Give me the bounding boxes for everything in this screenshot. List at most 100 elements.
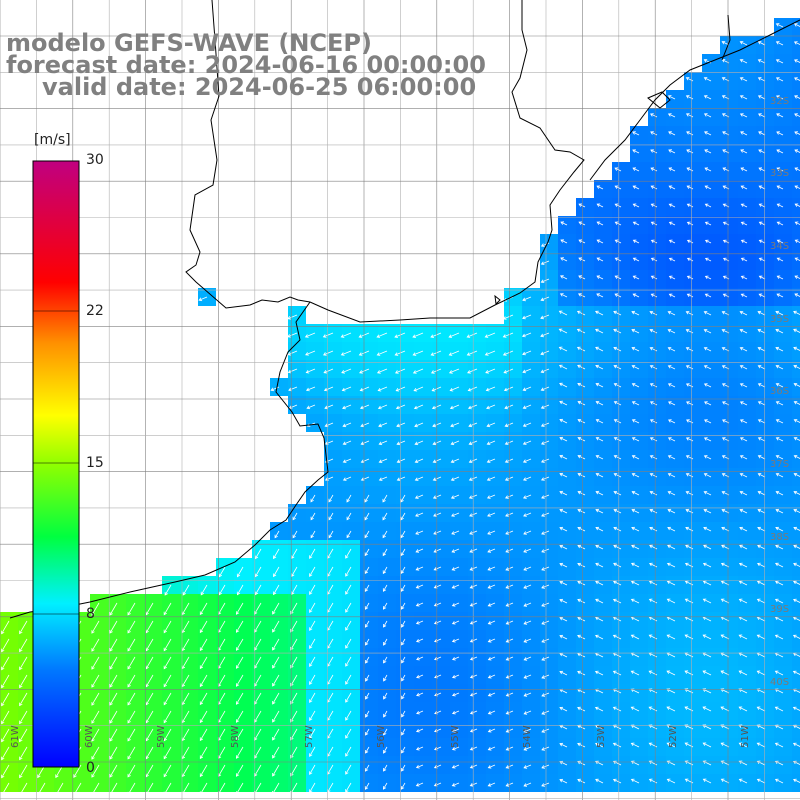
wind-arrow xyxy=(776,41,784,46)
wind-arrow xyxy=(632,365,640,370)
wind-arrow-head xyxy=(416,692,420,697)
wind-arrow xyxy=(345,584,352,595)
wind-arrow-head xyxy=(757,41,762,45)
wind-arrow-head xyxy=(596,185,601,189)
wind-arrow-head xyxy=(487,639,492,643)
wind-arrow xyxy=(668,437,676,442)
wind-arrow-head xyxy=(270,387,275,392)
wind-arrow-head xyxy=(236,573,241,578)
wind-arrow-head xyxy=(487,513,491,517)
wind-arrow-head xyxy=(199,755,204,760)
wind-arrow-head xyxy=(596,275,601,279)
wind-arrow-head xyxy=(236,591,241,596)
lat-label: 32S xyxy=(770,96,790,107)
wind-arrow xyxy=(540,296,550,301)
wind-arrow xyxy=(668,419,676,424)
wind-arrow xyxy=(397,458,406,463)
wind-arrow xyxy=(127,692,136,706)
wind-arrow xyxy=(416,584,424,589)
wind-arrow xyxy=(741,275,748,280)
wind-arrow-head xyxy=(287,352,292,356)
wind-arrow xyxy=(631,688,640,694)
wind-arrow-head xyxy=(704,149,708,153)
wind-arrow-head xyxy=(667,508,672,513)
wind-arrow-head xyxy=(346,534,350,539)
wind-arrow-head xyxy=(523,549,527,553)
wind-arrow-head xyxy=(340,352,345,356)
colorbar-tick-8: 8 xyxy=(86,606,95,622)
wind-arrow-head xyxy=(432,495,437,499)
wind-arrow-head xyxy=(650,131,654,135)
wind-arrow xyxy=(467,368,478,374)
wind-arrow xyxy=(615,257,622,262)
wind-arrow-head xyxy=(163,719,167,724)
wind-arrow xyxy=(631,634,640,640)
wind-arrow-head xyxy=(451,513,455,517)
wind-arrow xyxy=(109,656,118,670)
wind-arrow xyxy=(703,742,712,748)
wind-arrow-head xyxy=(648,760,653,765)
wind-arrow-head xyxy=(739,455,744,459)
wind-cell xyxy=(792,162,800,180)
wind-arrow xyxy=(470,584,478,589)
wind-arrow-head xyxy=(273,555,277,560)
wind-arrow-head xyxy=(703,77,708,81)
wind-arrow-head xyxy=(290,646,294,651)
wind-arrow-head xyxy=(775,346,780,351)
wind-arrow xyxy=(775,706,784,712)
wind-arrow xyxy=(327,638,334,649)
colorbar xyxy=(32,160,80,768)
wind-arrow-head xyxy=(288,387,292,392)
wind-arrow-head xyxy=(577,544,582,549)
wind-arrow xyxy=(633,203,640,208)
wind-arrow-head xyxy=(756,670,761,674)
wind-arrow-head xyxy=(649,401,654,405)
wind-arrow-head xyxy=(559,490,564,495)
wind-arrow xyxy=(361,458,370,463)
wind-arrow xyxy=(667,778,676,784)
wind-arrow-head xyxy=(775,580,779,585)
wind-arrow xyxy=(523,746,532,751)
wind-arrow-head xyxy=(484,352,489,356)
wind-arrow-head xyxy=(451,656,456,661)
wind-arrow-head xyxy=(504,459,509,463)
wind-arrow xyxy=(325,422,334,427)
wind-arrow-head xyxy=(469,585,474,589)
wind-arrow-head xyxy=(127,719,131,724)
wind-arrow-head xyxy=(792,580,797,585)
wind-arrow xyxy=(416,674,424,678)
wind-arrow-head xyxy=(775,23,780,27)
wind-arrow-head xyxy=(740,221,745,226)
wind-arrow-head xyxy=(650,293,655,297)
wind-arrow-head xyxy=(686,293,691,298)
wind-arrow-head xyxy=(704,419,708,423)
wind-arrow-head xyxy=(467,387,472,392)
wind-arrow-head xyxy=(686,239,691,244)
wind-arrow-head xyxy=(721,383,726,387)
wind-arrow xyxy=(595,707,604,712)
wind-arrow-head xyxy=(236,719,240,723)
wind-arrow-head xyxy=(666,580,671,585)
wind-arrow-head xyxy=(559,418,564,423)
wind-arrow xyxy=(342,404,352,409)
wind-arrow xyxy=(290,656,298,669)
wind-arrow xyxy=(378,422,388,427)
wind-arrow xyxy=(577,346,586,352)
wind-arrow-head xyxy=(613,346,617,351)
wind-arrow xyxy=(327,764,334,775)
wind-arrow xyxy=(686,473,694,478)
wind-arrow xyxy=(145,782,154,796)
wind-arrow xyxy=(758,383,766,388)
wind-arrow xyxy=(365,746,370,754)
wind-arrow-head xyxy=(559,760,564,765)
wind-arrow-head xyxy=(305,352,309,356)
wind-arrow-head xyxy=(91,648,95,652)
wind-arrow-head xyxy=(559,742,564,747)
wind-arrow-head xyxy=(1,720,5,725)
wind-arrow-head xyxy=(451,692,456,697)
wind-arrow-head xyxy=(614,203,619,207)
wind-arrow-head xyxy=(577,580,581,585)
wind-arrow-head xyxy=(272,646,276,651)
wind-arrow xyxy=(740,437,748,442)
wind-arrow-head xyxy=(383,606,387,610)
